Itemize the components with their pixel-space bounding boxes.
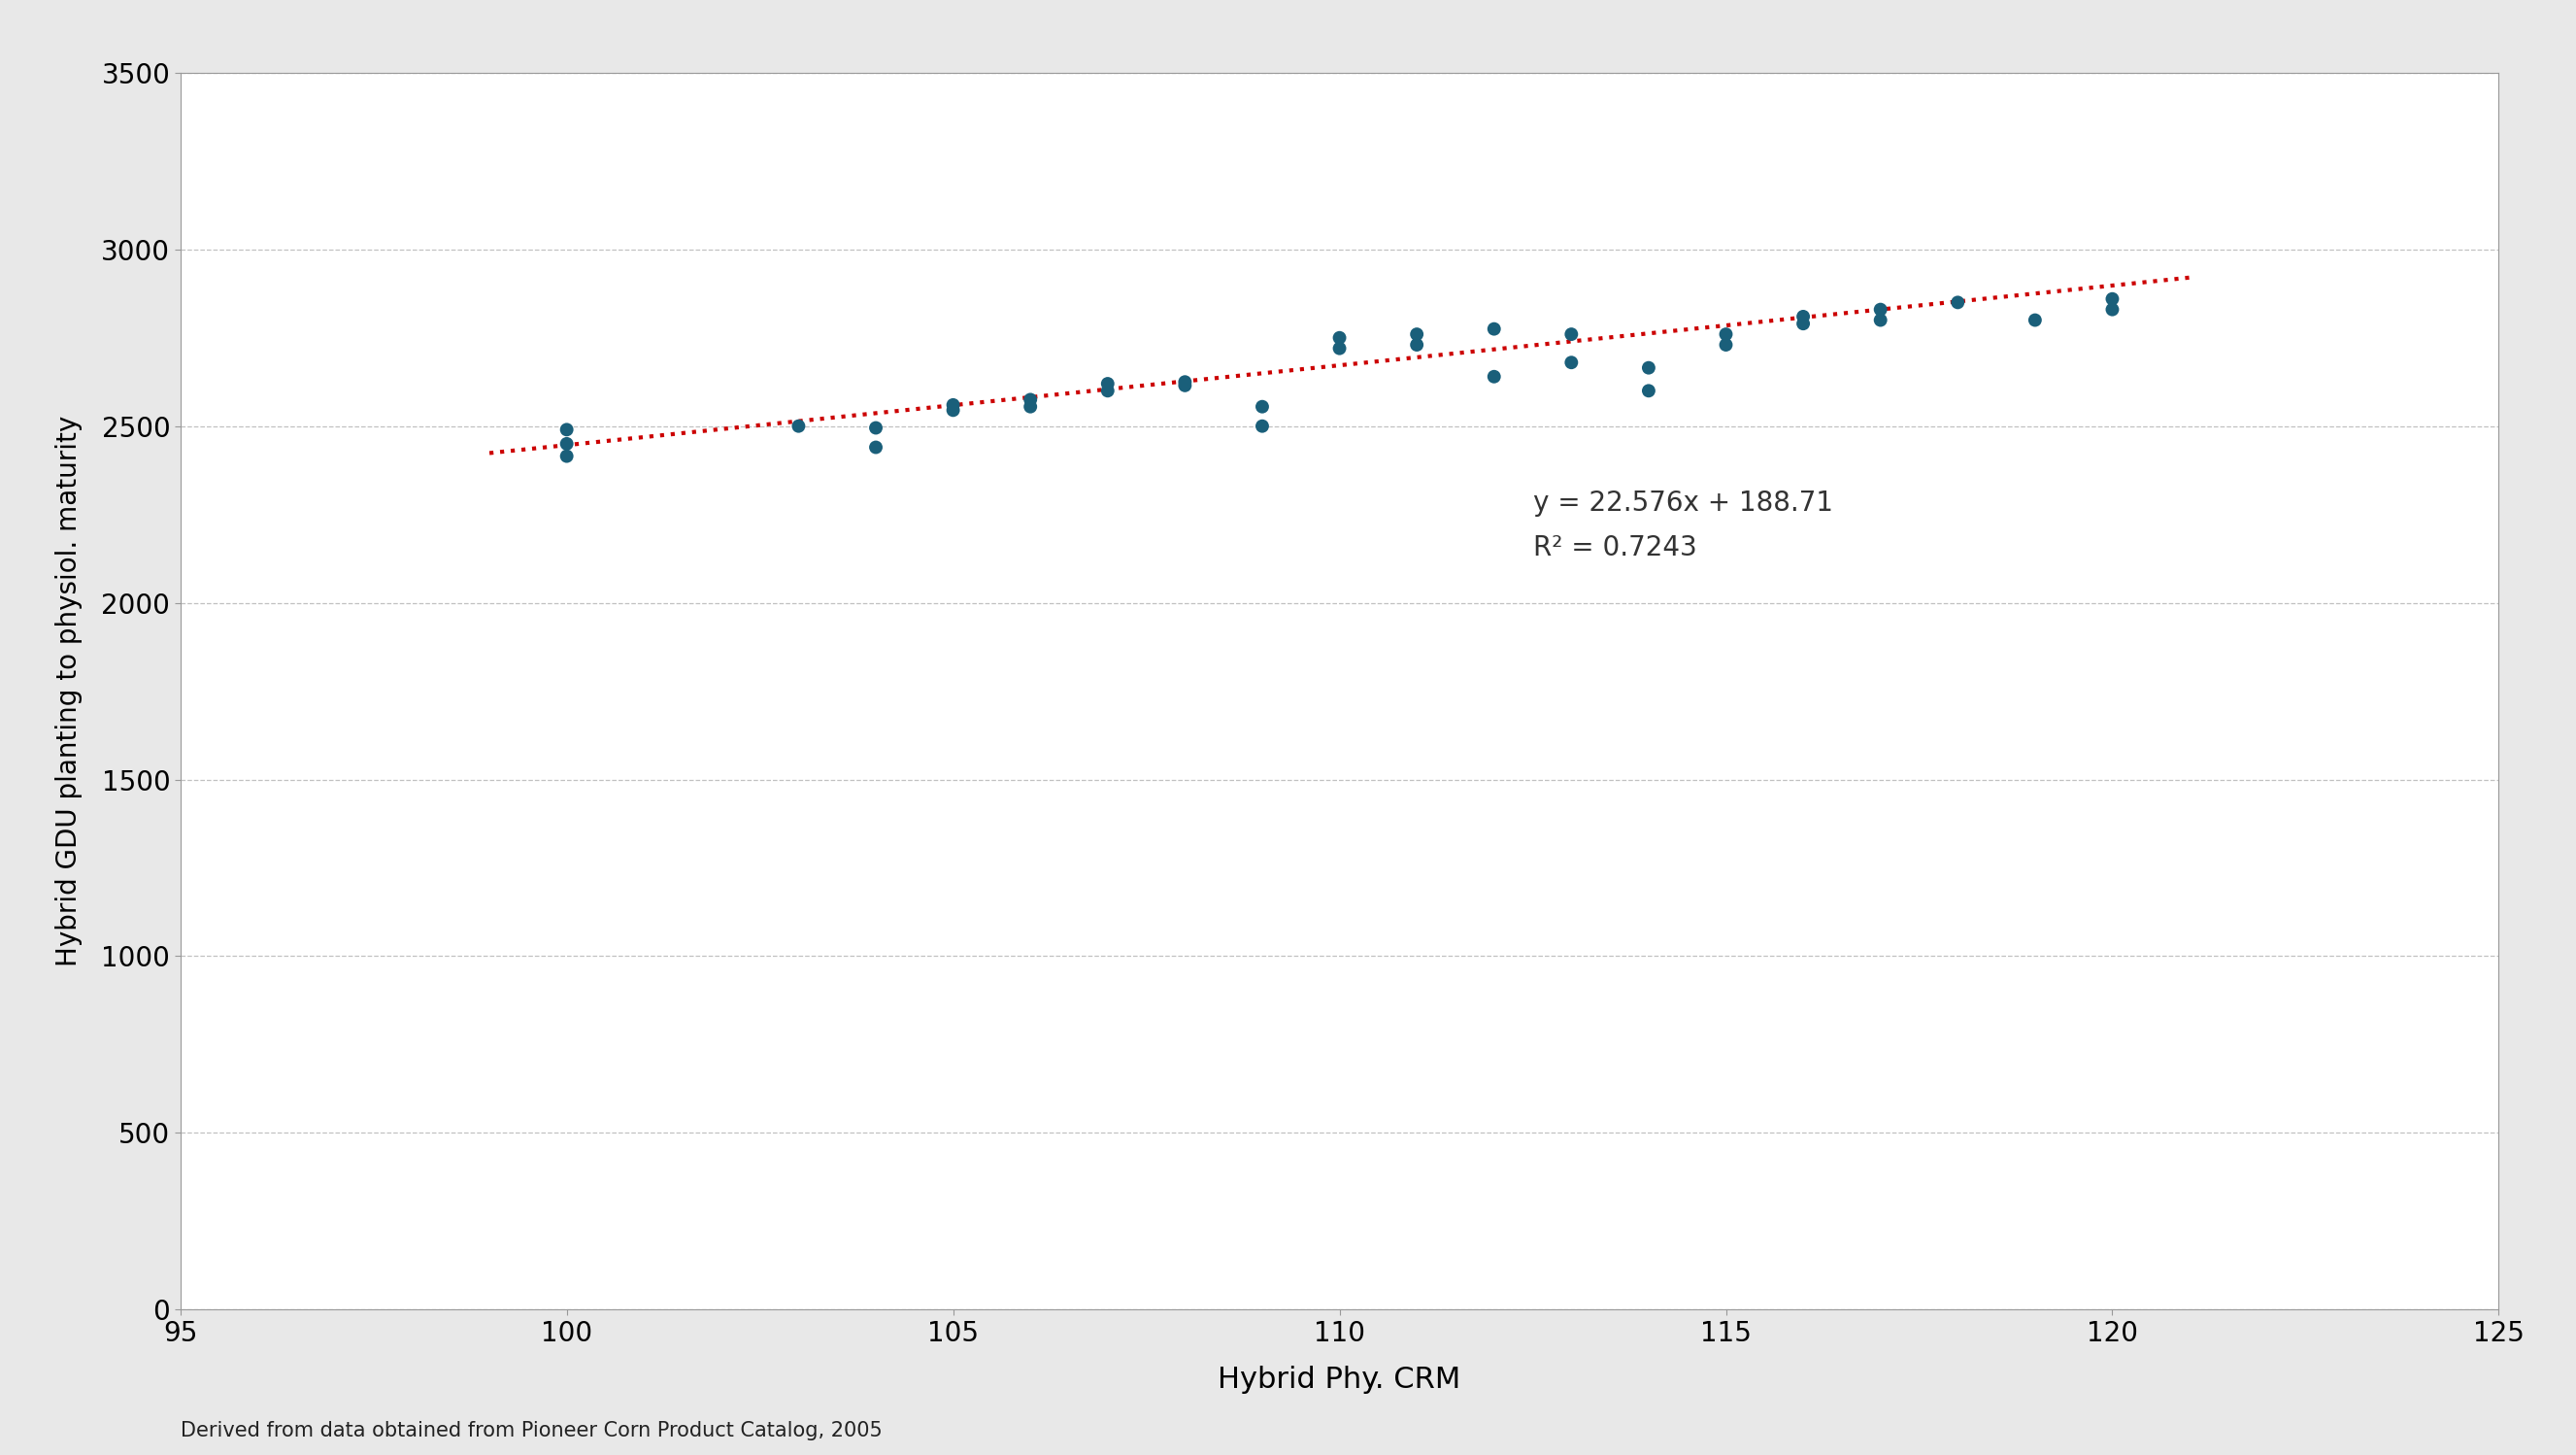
Point [546, 432, 587, 455]
Point [855, 435, 896, 458]
Point [1087, 380, 1128, 403]
Point [1628, 380, 1669, 403]
Point [1396, 333, 1437, 356]
Point [1705, 333, 1747, 356]
Point [1164, 374, 1206, 397]
Point [2014, 308, 2056, 332]
Point [1860, 308, 1901, 332]
Point [1164, 370, 1206, 393]
Point [933, 399, 974, 422]
Point [1396, 323, 1437, 346]
Text: y = 22.576x + 188.71
R² = 0.7243: y = 22.576x + 188.71 R² = 0.7243 [1533, 490, 1832, 562]
Point [2092, 287, 2133, 310]
Point [933, 393, 974, 416]
Point [1010, 396, 1051, 419]
Point [1319, 336, 1360, 359]
Point [1010, 388, 1051, 412]
Point [2092, 298, 2133, 322]
Text: Derived from data obtained from Pioneer Corn Product Catalog, 2005: Derived from data obtained from Pioneer … [180, 1422, 881, 1440]
X-axis label: Hybrid Phy. CRM: Hybrid Phy. CRM [1218, 1366, 1461, 1394]
Point [1937, 291, 1978, 314]
Point [1783, 311, 1824, 335]
Point [1705, 323, 1747, 346]
Point [546, 445, 587, 469]
Point [855, 416, 896, 439]
Point [1319, 326, 1360, 349]
Point [1473, 317, 1515, 340]
Point [1628, 356, 1669, 380]
Point [1551, 323, 1592, 346]
Point [1087, 372, 1128, 396]
Point [1860, 298, 1901, 322]
Point [778, 415, 819, 438]
Y-axis label: Hybrid GDU planting to physiol. maturity: Hybrid GDU planting to physiol. maturity [54, 416, 82, 966]
Point [1242, 396, 1283, 419]
Point [1783, 306, 1824, 329]
Point [1242, 415, 1283, 438]
Point [546, 418, 587, 441]
Point [1473, 365, 1515, 388]
Point [1551, 351, 1592, 374]
